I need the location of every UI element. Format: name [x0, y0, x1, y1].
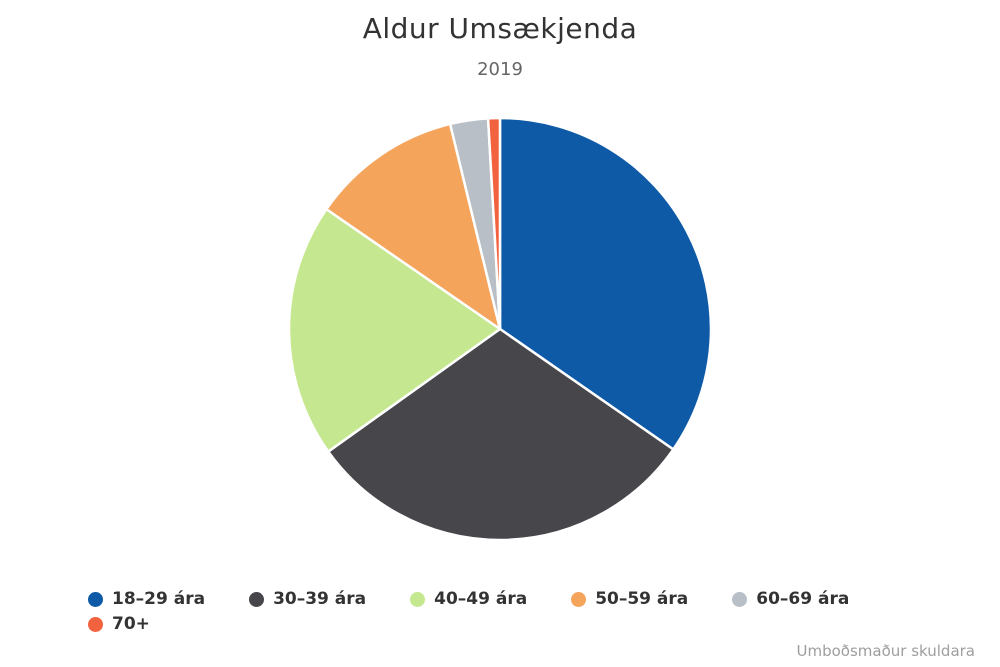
- legend-item-label: 40–49 ára: [434, 589, 528, 609]
- legend-marker-icon: [88, 591, 103, 607]
- pie-slice-1[interactable]: [327, 327, 675, 542]
- legend-marker-icon: [249, 591, 265, 607]
- pie-slice-3[interactable]: [325, 122, 502, 331]
- legend-marker-icon: [732, 591, 748, 607]
- chart-subtitle: 2019: [477, 59, 523, 80]
- legend-item-label: 50–59 ára: [595, 589, 689, 609]
- legend-item-1[interactable]: 30–39 ára: [249, 588, 366, 610]
- chart-credit[interactable]: Umboðsmaður skuldara: [796, 642, 976, 660]
- legend-item-0[interactable]: 18–29 ára: [88, 588, 205, 610]
- legend-item-label: 70+: [112, 614, 150, 634]
- legend-item-2[interactable]: 40–49 ára: [410, 588, 527, 610]
- pie-slice-0[interactable]: [498, 116, 713, 451]
- legend-marker-icon: [571, 591, 587, 607]
- legend-item-5[interactable]: 70+: [88, 613, 150, 635]
- pie-slice-2[interactable]: [287, 207, 502, 453]
- legend-item-label: 30–39 ára: [273, 589, 367, 609]
- pie-slice-5[interactable]: [486, 116, 502, 331]
- legend-marker-icon: [410, 591, 426, 607]
- chart-title: Aldur Umsækjenda: [362, 12, 638, 45]
- legend-item-3[interactable]: 50–59 ára: [571, 588, 688, 610]
- legend: 18–29 ára 30–39 ára 40–49 ára 50–59 ára 60–6…: [88, 588, 933, 635]
- legend-item-label: 60–69 ára: [756, 589, 850, 609]
- legend-item-label: 18–29 ára: [112, 589, 206, 609]
- legend-item-4[interactable]: 60–69 ára: [732, 588, 849, 610]
- legend-marker-icon: [88, 616, 103, 632]
